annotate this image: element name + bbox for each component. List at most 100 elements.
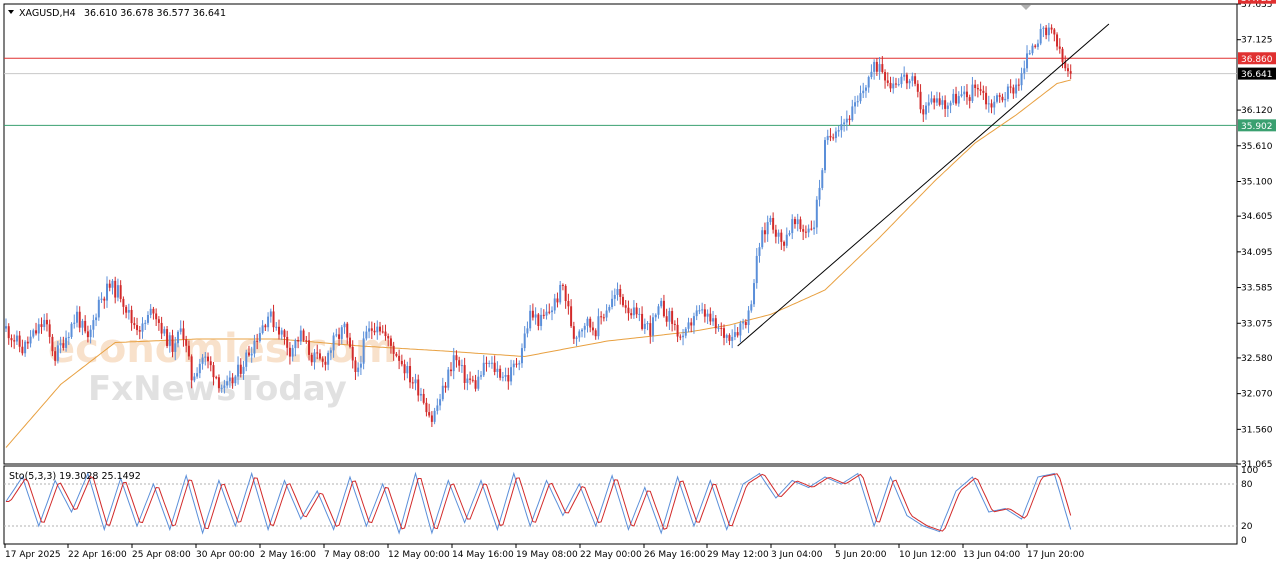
candle-body — [193, 376, 196, 381]
candle-body — [780, 232, 783, 242]
candle-body — [400, 360, 403, 365]
last-price-label: 36.641 — [1241, 70, 1273, 80]
candle-body — [24, 341, 27, 354]
candle-body — [589, 318, 592, 328]
candle-body — [267, 316, 270, 328]
price-tick-label: 33.075 — [1241, 319, 1273, 329]
candle-body — [373, 330, 376, 333]
ohlc-values: 36.610 36.678 36.577 36.641 — [84, 8, 226, 19]
candle-body — [116, 285, 119, 298]
dropdown-triangle-icon[interactable] — [8, 10, 14, 14]
candle-body — [766, 222, 769, 235]
candle-body — [335, 334, 338, 336]
price-tick-label: 35.610 — [1241, 142, 1273, 152]
candle-body — [95, 317, 98, 321]
candle-body — [605, 310, 608, 318]
candle-body — [534, 314, 537, 318]
candle-body — [379, 326, 382, 332]
stoch-tick-label: 80 — [1241, 480, 1253, 490]
candle-body — [641, 313, 644, 329]
candle-body — [537, 314, 540, 326]
candle-body — [657, 306, 660, 315]
candle-body — [881, 64, 884, 73]
candle-body — [122, 298, 125, 307]
candle-body — [179, 328, 182, 332]
candle-body — [318, 353, 321, 359]
candle-body — [763, 230, 766, 235]
candle-body — [1036, 43, 1039, 47]
candle-body — [433, 410, 436, 422]
candle-body — [332, 335, 335, 351]
candle-body — [103, 298, 106, 301]
candle-body — [261, 325, 264, 334]
candle-body — [395, 353, 398, 356]
candle-body — [761, 230, 764, 248]
candle-body — [837, 130, 840, 132]
candle-body — [1020, 73, 1023, 86]
candle-body — [26, 341, 29, 344]
candle-body — [561, 284, 564, 286]
candle-body — [643, 323, 646, 329]
candle-body — [591, 327, 594, 331]
candle-body — [635, 307, 638, 315]
time-tick-label: 7 May 08:00 — [324, 550, 380, 560]
candle-body — [679, 336, 682, 338]
candle-body — [889, 82, 892, 89]
candle-body — [698, 310, 701, 312]
candle-body — [813, 227, 816, 230]
candle-body — [545, 311, 548, 316]
candle-body — [559, 284, 562, 303]
candle-body — [272, 311, 275, 328]
stoch-legend: Sto(5,3,3) 19.3028 25.1492 — [9, 471, 141, 482]
candle-body — [995, 95, 998, 102]
candle-body — [848, 118, 851, 121]
candle-body — [176, 331, 179, 344]
candle-body — [638, 313, 641, 315]
candle-body — [510, 367, 513, 382]
candle-body — [144, 322, 147, 324]
price-tick-label: 31.560 — [1241, 425, 1273, 435]
candle-body — [747, 310, 750, 326]
candle-body — [35, 330, 38, 334]
candle-body — [21, 346, 24, 354]
candle-body — [660, 300, 663, 307]
candle-body — [957, 96, 960, 104]
level-label-2-bg — [1238, 119, 1276, 132]
candle-body — [13, 340, 16, 342]
candle-body — [245, 352, 248, 367]
candle-body — [370, 328, 373, 331]
candle-body — [362, 338, 365, 364]
candle-body — [1053, 29, 1056, 35]
time-tick-label: 30 Apr 00:00 — [196, 550, 255, 560]
candle-body — [346, 323, 349, 338]
candle-body — [97, 299, 100, 318]
candle-body — [799, 219, 802, 230]
candle-body — [1066, 68, 1069, 72]
candle-body — [632, 307, 635, 316]
candle-body — [62, 343, 65, 348]
candle-body — [313, 352, 316, 363]
candle-body — [621, 296, 624, 306]
price-tick-label: 36.120 — [1241, 106, 1273, 116]
candle-body — [731, 336, 734, 341]
candle-body — [291, 348, 294, 357]
time-tick-label: 17 Apr 2025 — [5, 550, 61, 560]
candle-body — [234, 376, 237, 384]
candle-body — [815, 199, 818, 228]
main-panel-frame — [3, 3, 1238, 465]
candle-body — [600, 316, 603, 318]
candle-body — [40, 324, 43, 327]
candle-body — [381, 331, 384, 333]
chart-shift-marker-icon[interactable] — [1021, 5, 1031, 10]
candle-body — [1012, 87, 1015, 94]
candle-body — [946, 105, 949, 109]
candle-body — [174, 343, 177, 352]
time-tick-label: 22 May 00:00 — [580, 550, 642, 560]
candle-body — [160, 322, 163, 334]
support-trendline[interactable] — [737, 23, 1110, 347]
candle-body — [548, 311, 551, 313]
candle-body — [769, 217, 772, 223]
candle-body — [471, 379, 474, 381]
level-label-1-bg — [1238, 52, 1276, 65]
candle-body — [190, 356, 193, 381]
